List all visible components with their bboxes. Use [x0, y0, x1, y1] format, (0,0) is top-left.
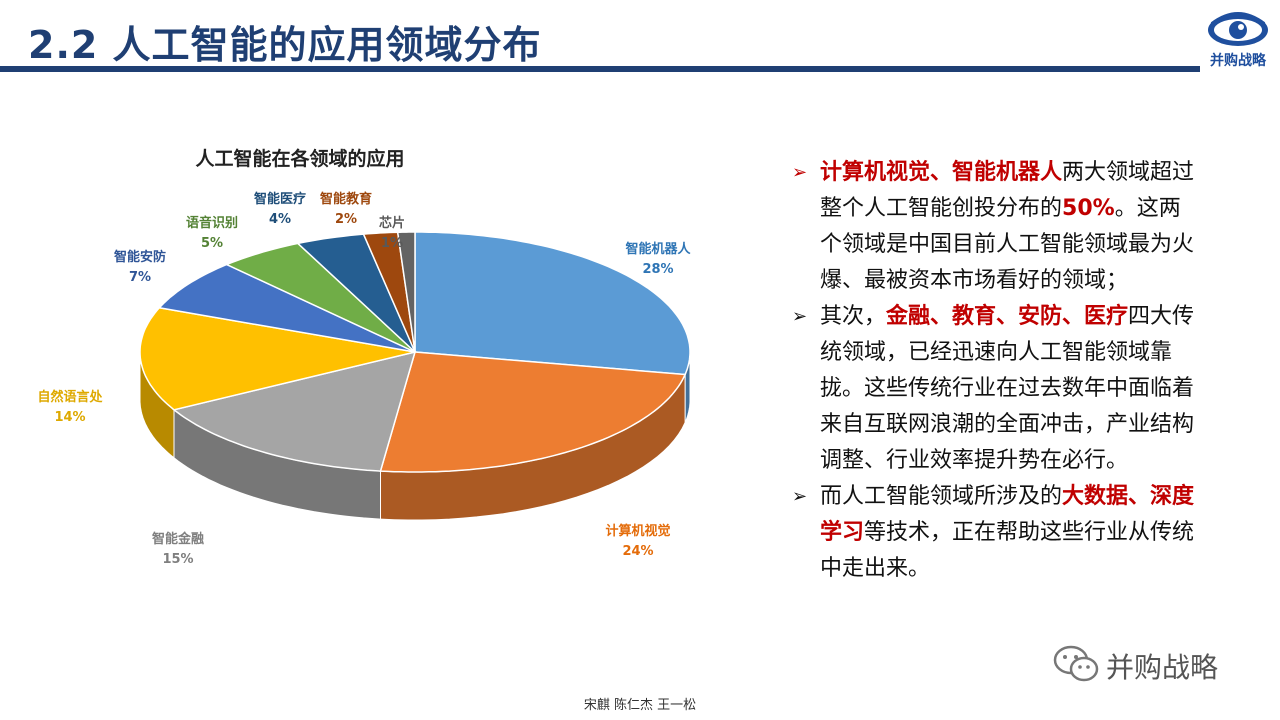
header: 2.2 人工智能的应用领域分布 并购战略	[0, 0, 1280, 80]
pie-label-value: 5%	[200, 236, 224, 251]
pie-label-1: 计算机视觉 24%	[583, 522, 693, 562]
highlight-text: 50%	[1062, 196, 1115, 221]
pie-slice-1	[379, 351, 687, 473]
bullet-text: 其次，	[820, 304, 887, 329]
pie-label-5: 语音识别 5%	[162, 214, 262, 254]
pie-slice-0	[414, 231, 691, 376]
pie-chart: 人工智能在各领域的应用 智能机器人 28% 计算机视觉 24% 智能金融 15% 自然语言处…	[37, 130, 760, 600]
bullet-text: 。这两个领域是中国目前人工智能领域最为火爆、最被资本市场看好的领域；	[820, 196, 1195, 293]
pie-label-value: 7%	[128, 270, 152, 285]
pie-slice-3	[139, 306, 416, 411]
pie-label-3: 自然语言处 14%	[10, 388, 130, 428]
pie-label-4: 智能安防 7%	[90, 248, 190, 288]
bullet-item: ➢ 其次，金融、教育、安防、医疗四大传统领域，已经迅速向人工智能领域靠拢。这些传统…	[792, 299, 1197, 479]
pie-label-name: 语音识别	[185, 216, 238, 231]
pie-svg	[139, 231, 691, 521]
highlight-text: 计算机视觉、智能机器人	[820, 160, 1063, 185]
pie-slice-5	[224, 242, 416, 353]
pie-label-2: 智能金融 15%	[123, 530, 233, 570]
pie-slice-4	[157, 263, 416, 353]
bullet-marker: ➢	[792, 486, 808, 507]
wechat-icon	[1053, 645, 1099, 682]
pie-label-name: 智能教育	[319, 192, 372, 207]
footer-names: 宋麒 陈仁杰 王一松	[583, 698, 697, 713]
pie-label-name: 智能安防	[113, 250, 166, 265]
eye-icon	[1208, 12, 1268, 46]
pie-label-name: 芯片	[378, 216, 405, 231]
bullet-marker: ➢	[792, 162, 808, 183]
pie-label-8: 芯片 1%	[362, 214, 422, 254]
pie-slice-2	[172, 350, 417, 472]
watermark-text: 并购战略	[1106, 651, 1219, 684]
pie-label-value: 14%	[54, 410, 86, 425]
pie-label-name: 智能医疗	[253, 192, 306, 207]
pie-label-name: 智能机器人	[625, 242, 691, 257]
pie-label-name: 智能金融	[151, 532, 204, 547]
pie-label-value: 15%	[162, 552, 194, 567]
chart-title: 人工智能在各领域的应用	[195, 148, 405, 170]
pie-label-7: 智能教育 2%	[296, 190, 396, 230]
bullet-list: ➢ 计算机视觉、智能机器人两大领域超过整个人工智能创投分布的50%。这两个领域是中…	[792, 155, 1197, 587]
highlight-text: 金融、教育、安防、医疗	[886, 304, 1129, 329]
highlight-text: 大数据、深度学习	[820, 484, 1195, 545]
pie-label-value: 4%	[268, 212, 292, 227]
bullet-text: 等技术，正在帮助这些行业从传统中走出来。	[820, 520, 1195, 581]
pie-slice-6	[296, 233, 416, 353]
logo: 并购战略	[1202, 6, 1274, 74]
watermark: 并购战略	[1052, 640, 1252, 690]
bullet-marker: ➢	[792, 306, 808, 327]
bullet-text: 四大传统领域，已经迅速向人工智能领域靠拢。这些传统行业在过去数年中面临着来自互联…	[820, 304, 1195, 473]
logo-text: 并购战略	[1210, 53, 1266, 69]
pie-slice-7	[362, 231, 416, 353]
pie-label-value: 1%	[380, 236, 404, 251]
pie-slice-8	[396, 231, 416, 353]
bullet-text: 而人工智能领域所涉及的	[820, 484, 1063, 509]
bullet-item: ➢ 而人工智能领域所涉及的大数据、深度学习等技术，正在帮助这些行业从传统中走出来。	[792, 479, 1197, 587]
header-divider	[0, 66, 1200, 72]
pie-label-value: 28%	[642, 262, 674, 277]
pie-label-value: 2%	[334, 212, 358, 227]
pie-label-name: 计算机视觉	[605, 524, 671, 539]
pie-label-6: 智能医疗 4%	[235, 190, 325, 230]
pie-label-name: 自然语言处	[37, 390, 103, 405]
bullet-text: 两大领域超过整个人工智能创投分布的	[820, 160, 1195, 221]
pie-label-0: 智能机器人 28%	[603, 240, 713, 280]
page-title: 2.2 人工智能的应用领域分布	[28, 23, 542, 67]
pie-label-value: 24%	[622, 544, 654, 559]
bullet-item: ➢ 计算机视觉、智能机器人两大领域超过整个人工智能创投分布的50%。这两个领域是中…	[792, 155, 1197, 299]
